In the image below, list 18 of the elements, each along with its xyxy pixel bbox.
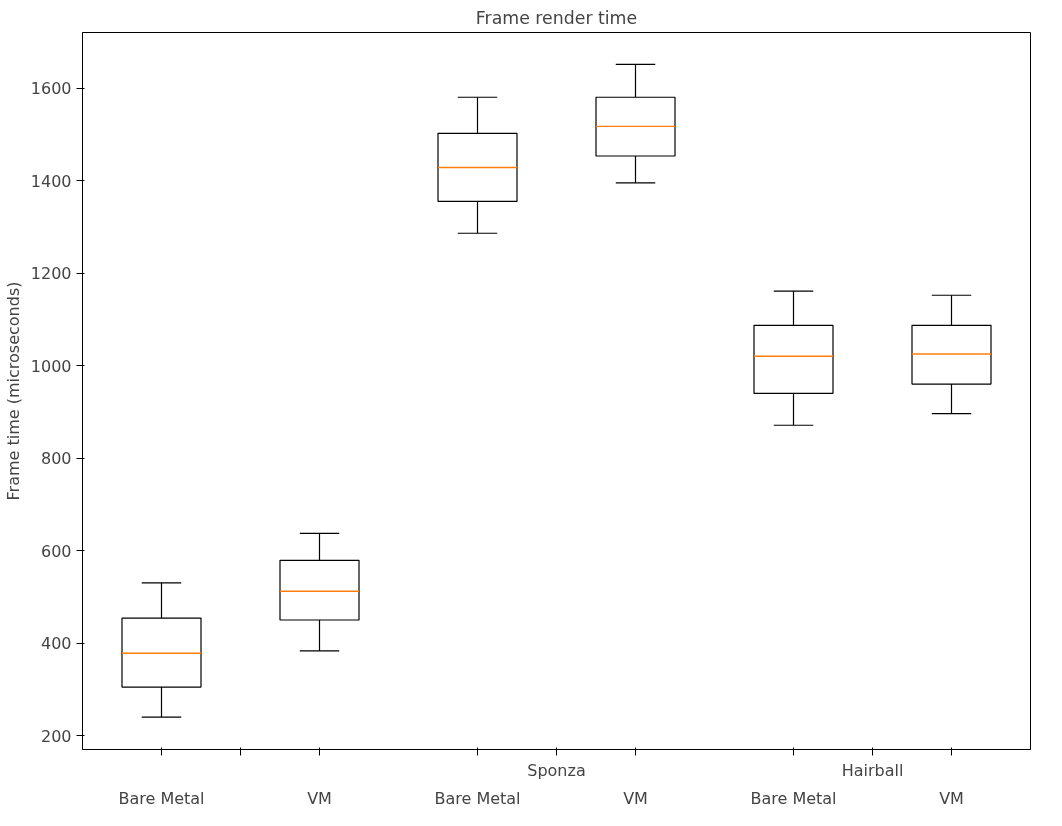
text: Hairball: [841, 760, 904, 780]
x-tick-label: Bare Metal: [118, 788, 205, 808]
chart-title: Frame render time: [475, 7, 638, 28]
y-tick-label: 1200: [30, 264, 72, 284]
x-tick-label: VM: [623, 788, 648, 808]
x-tick-label: Bare Metal: [434, 788, 521, 808]
y-tick-label: 1400: [30, 171, 72, 191]
y-tick-label: 200: [40, 726, 72, 746]
y-tick-label: 800: [40, 449, 72, 469]
x-tick-label: VM: [307, 788, 332, 808]
x-tick-label: VM: [939, 788, 964, 808]
text: Sponza: [527, 760, 586, 780]
y-tick-label: 1000: [30, 356, 72, 376]
y-axis-title: Frame time (microseconds): [3, 281, 23, 501]
y-tick-label: 600: [40, 541, 72, 561]
x-tick-label: Bare Metal: [750, 788, 837, 808]
y-tick-label: 1600: [30, 79, 72, 99]
y-tick-label: 400: [40, 634, 72, 654]
